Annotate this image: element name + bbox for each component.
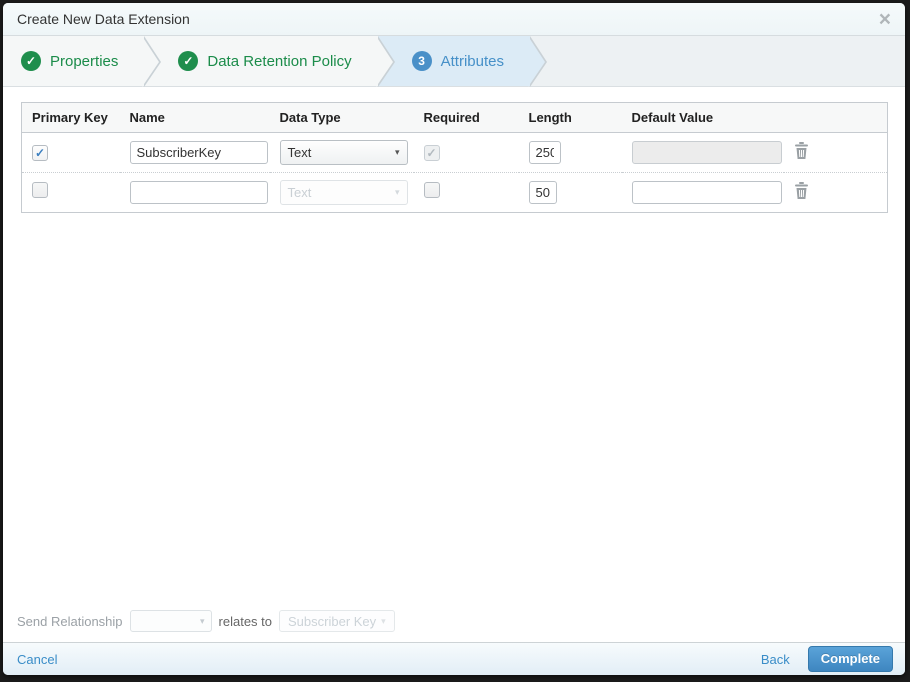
chevron-down-icon: ▾ — [394, 187, 400, 197]
chevron-down-icon: ▾ — [381, 615, 386, 626]
table-header-row: Primary Key Name Data Type Required Leng… — [21, 102, 888, 133]
modal-title: Create New Data Extension — [17, 11, 190, 27]
relates-to-value: Subscriber Key — [288, 613, 377, 629]
chevron-down-icon: ▾ — [394, 147, 400, 157]
primary-key-checkbox[interactable] — [32, 182, 48, 198]
step-properties[interactable]: ✓ Properties — [3, 36, 162, 87]
data-type-value: Text — [287, 145, 312, 160]
relates-to-select: Subscriber Key ▾ — [279, 610, 395, 632]
data-type-select[interactable]: Text ▾ — [279, 140, 408, 165]
modal-footer: Cancel Back Complete — [3, 642, 905, 675]
relates-to-label: relates to — [218, 613, 273, 629]
step-label: Properties — [50, 52, 119, 70]
create-data-extension-modal: Create New Data Extension × ✓ Properties… — [3, 3, 905, 675]
footer-actions: Back Complete — [761, 646, 893, 672]
modal-titlebar: Create New Data Extension × — [3, 3, 905, 36]
col-actions — [783, 102, 888, 133]
back-link[interactable]: Back — [760, 651, 790, 667]
primary-key-checkbox[interactable]: ✓ — [32, 144, 48, 161]
col-length: Length — [518, 102, 622, 133]
trash-icon[interactable] — [794, 141, 809, 159]
attributes-table: Primary Key Name Data Type Required Leng… — [21, 102, 888, 213]
close-icon[interactable]: × — [878, 7, 891, 31]
data-type-select: Text ▾ — [279, 180, 408, 205]
default-value-input — [631, 141, 782, 164]
step-attributes[interactable]: 3 Attributes — [377, 36, 548, 87]
chevron-down-icon: ▾ — [200, 615, 205, 626]
trash-icon[interactable] — [794, 181, 809, 199]
col-default-value: Default Value — [621, 102, 784, 133]
wizard-steps: ✓ Properties ✓ Data Retention Policy 3 A… — [3, 36, 905, 87]
send-relationship-label: Send Relationship — [17, 613, 123, 629]
required-checkbox: ✓ — [423, 144, 440, 161]
col-name: Name — [119, 102, 270, 133]
complete-button[interactable]: Complete — [807, 646, 893, 672]
step-number-badge: 3 — [411, 51, 432, 71]
required-checkbox[interactable] — [423, 182, 440, 198]
col-required: Required — [413, 102, 519, 133]
cancel-link[interactable]: Cancel — [17, 651, 58, 667]
send-relationship-select: ▾ — [129, 610, 212, 632]
check-circle-icon: ✓ — [178, 51, 199, 71]
attribute-row-2: Text ▾ — [21, 172, 888, 213]
col-primary-key: Primary Key — [21, 102, 120, 133]
send-relationship-row: Send Relationship ▾ relates to Subscribe… — [17, 610, 395, 632]
attribute-row-1: ✓ Text ▾ ✓ — [22, 133, 888, 173]
length-input[interactable] — [528, 141, 561, 164]
modal-content: Primary Key Name Data Type Required Leng… — [3, 87, 905, 642]
step-label: Attributes — [440, 52, 504, 70]
step-data-retention-policy[interactable]: ✓ Data Retention Policy — [144, 36, 395, 87]
col-data-type: Data Type — [269, 102, 414, 133]
check-circle-icon: ✓ — [21, 51, 41, 71]
default-value-input[interactable] — [631, 181, 782, 204]
name-input[interactable] — [129, 141, 268, 164]
name-input[interactable] — [129, 181, 268, 204]
length-input[interactable] — [528, 181, 557, 204]
data-type-value: Text — [287, 185, 312, 200]
step-label: Data Retention Policy — [207, 52, 352, 70]
